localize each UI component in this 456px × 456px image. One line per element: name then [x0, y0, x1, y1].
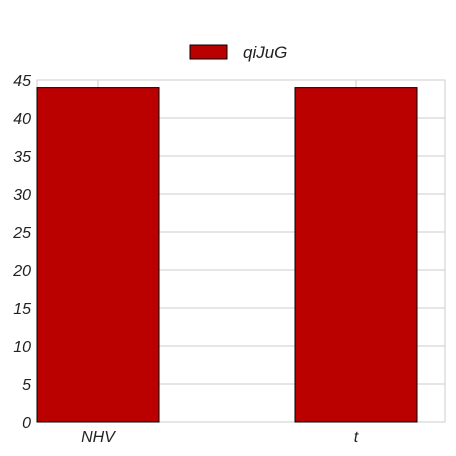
x-tick-label: NHV	[81, 429, 116, 446]
y-tick-label: 45	[13, 73, 31, 90]
y-tick-label: 40	[13, 111, 31, 128]
bars	[36, 87, 418, 423]
y-axis-ticks: 0 5 10 15 20 25 30 35 40 45	[12, 73, 31, 432]
x-tick-label: t	[354, 429, 359, 446]
y-tick-label: 30	[13, 187, 31, 204]
bar-NHV	[36, 87, 160, 423]
legend-swatch	[189, 44, 228, 60]
y-tick-label: 10	[13, 339, 31, 356]
y-tick-label: 20	[12, 263, 31, 280]
legend-label: qiJuG	[243, 43, 287, 62]
legend: qiJuG	[189, 43, 287, 62]
y-tick-label: 5	[22, 377, 31, 394]
x-axis-ticks: NHV t	[81, 429, 359, 446]
y-tick-label: 0	[22, 415, 31, 432]
y-tick-label: 15	[13, 301, 31, 318]
y-tick-label: 35	[13, 149, 31, 166]
bar-t	[294, 87, 418, 423]
y-tick-label: 25	[12, 225, 31, 242]
